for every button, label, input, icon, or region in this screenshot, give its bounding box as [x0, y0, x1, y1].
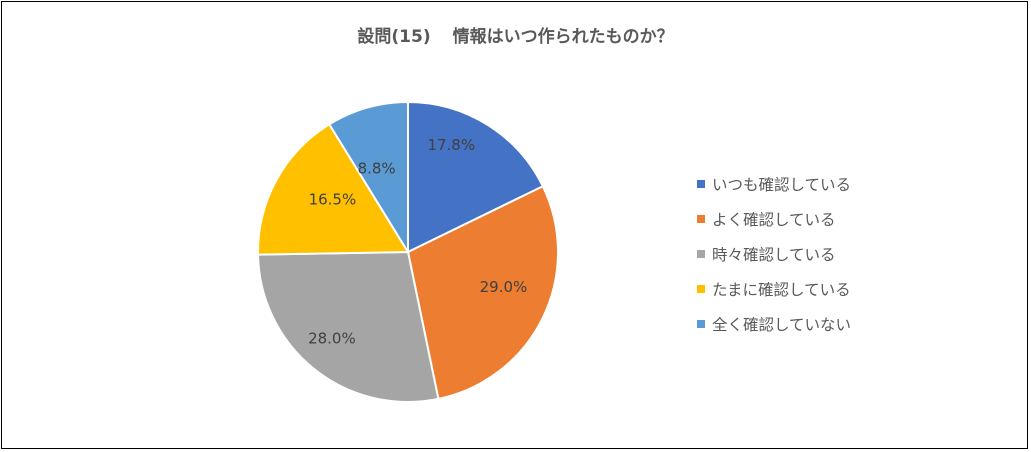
chart-title: 設問(15) 情報はいつ作られたものか？ [0, 22, 1031, 47]
chart-title-text: 情報はいつ作られたものか？ [452, 27, 674, 47]
legend-item: 全く確認していない [697, 306, 851, 341]
legend-item: いつも確認している [697, 166, 851, 201]
pie-slice [257, 122, 410, 256]
legend-swatch [697, 249, 705, 258]
slice-data-label: 28.0% [308, 330, 356, 348]
legend-swatch [697, 214, 705, 223]
legend-item: たまに確認している [697, 271, 851, 306]
legend-swatch [697, 319, 705, 328]
legend-label: 全く確認していない [712, 315, 852, 334]
legend-label: いつも確認している [712, 175, 852, 194]
slice-data-label: 16.5% [309, 190, 357, 208]
legend: いつも確認している よく確認している 時々確認している たまに確認している 全く確認して… [697, 166, 851, 341]
pie-slice [406, 184, 559, 401]
slice-data-label: 17.8% [427, 136, 475, 154]
pie-slice [257, 250, 440, 403]
legend-swatch [697, 179, 705, 188]
legend-item: よく確認している [697, 201, 851, 236]
slice-data-label: 8.8% [358, 160, 396, 178]
slice-data-label: 29.0% [480, 278, 528, 296]
pie-slice [407, 100, 545, 254]
legend-swatch [697, 284, 705, 293]
legend-item: 時々確認している [697, 236, 851, 271]
legend-label: たまに確認している [712, 280, 851, 299]
legend-label: 時々確認している [712, 245, 836, 264]
chart-title-question: 設問(15) [357, 27, 431, 47]
legend-label: よく確認している [712, 210, 836, 229]
pie-slice [327, 100, 409, 256]
